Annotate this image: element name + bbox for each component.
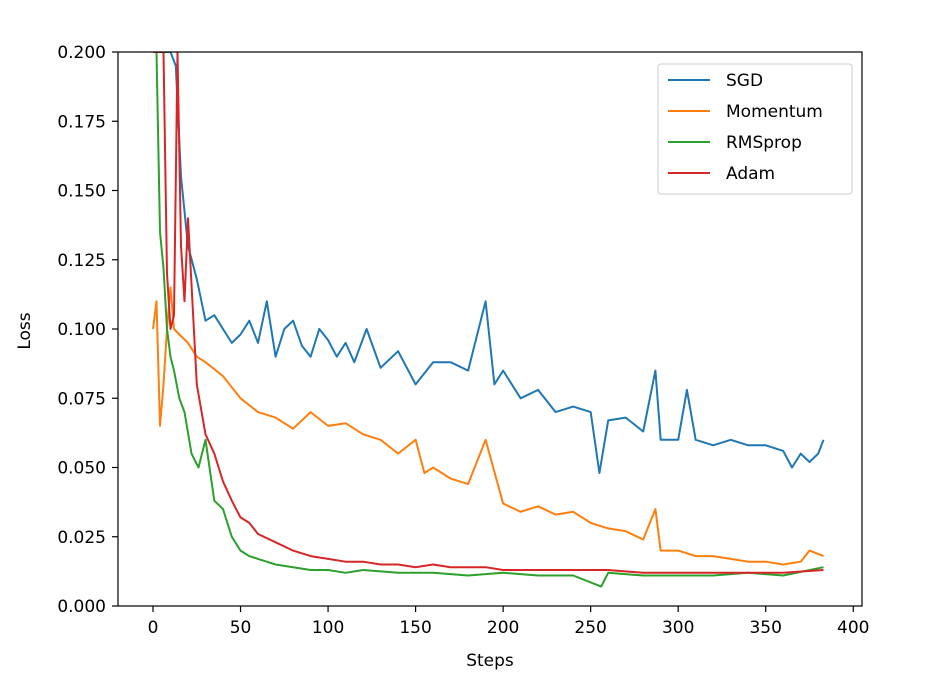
series-line-sgd (153, 52, 825, 474)
y-tick-label: 0.050 (57, 459, 106, 479)
y-axis-label: Loss (15, 312, 35, 349)
x-tick-label: 350 (749, 618, 781, 638)
x-tick-label: 250 (574, 618, 606, 638)
x-tick-label: 50 (230, 618, 252, 638)
y-tick-label: 0.000 (57, 597, 106, 617)
legend-box (657, 63, 853, 195)
y-tick-label: 0.150 (57, 182, 106, 202)
legend-label-adam: Adam (726, 164, 775, 184)
x-tick-label: 0 (148, 618, 159, 638)
x-tick-label: 300 (662, 618, 694, 638)
x-axis: 0 50 100 150 200 250 300 350 400 (148, 606, 869, 638)
series-line-momentum (152, 286, 824, 566)
y-tick-label: 0.025 (57, 528, 106, 548)
y-axis: 0.000 0.025 0.050 0.075 0.100 0.125 0.150 0.175… (57, 43, 118, 617)
y-tick-label: 0.175 (57, 112, 106, 132)
x-axis-label: Steps (466, 651, 514, 671)
y-tick-label: 0.075 (57, 389, 106, 409)
legend: SGD Momentum RMSprop Adam (657, 63, 853, 195)
x-tick-label: 100 (312, 618, 344, 638)
x-tick-label: 400 (837, 618, 869, 638)
series-line-adam (153, 52, 824, 574)
y-tick-label: 0.125 (57, 251, 106, 271)
y-tick-label: 0.100 (57, 320, 106, 340)
legend-label-momentum: Momentum (726, 102, 823, 122)
x-tick-label: 150 (399, 618, 431, 638)
legend-label-sgd: SGD (726, 71, 763, 91)
y-tick-label: 0.200 (57, 43, 106, 63)
x-tick-label: 200 (487, 618, 519, 638)
series-line-rmsprop (153, 52, 824, 588)
legend-label-rmsprop: RMSprop (726, 133, 802, 153)
